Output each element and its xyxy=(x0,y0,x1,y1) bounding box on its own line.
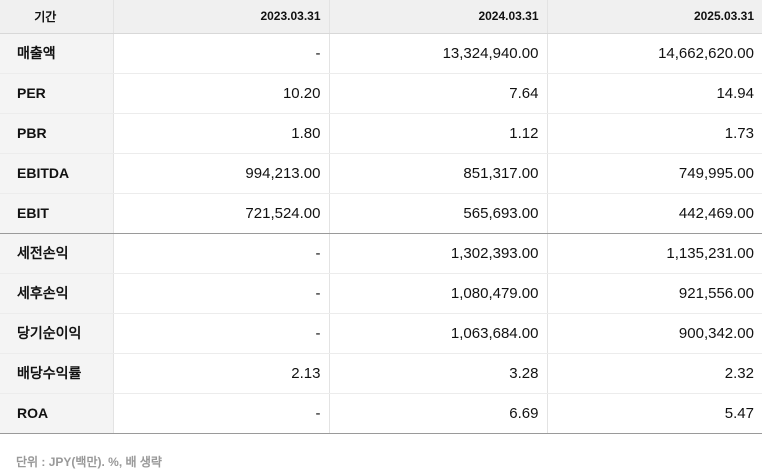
table-cell: 442,469.00 xyxy=(546,193,762,234)
table-row-per: PER 10.20 7.64 14.94 xyxy=(0,73,762,114)
table-row-pretax-income: 세전손익 - 1,302,393.00 1,135,231.00 xyxy=(0,233,762,274)
header-row: 기간 2023.03.31 2024.03.31 2025.03.31 xyxy=(0,0,762,34)
table-cell: 749,995.00 xyxy=(546,153,762,194)
row-label: 세후손익 xyxy=(0,273,113,314)
table-cell: 1,080,479.00 xyxy=(328,273,547,314)
table-cell: 14.94 xyxy=(546,73,762,114)
table-cell: 2.32 xyxy=(546,353,762,394)
table-cell: 7.64 xyxy=(328,73,547,114)
table-cell: - xyxy=(112,33,329,74)
table-row-aftertax-income: 세후손익 - 1,080,479.00 921,556.00 xyxy=(0,273,762,314)
table-row-pbr: PBR 1.80 1.12 1.73 xyxy=(0,113,762,154)
table-cell: 2.13 xyxy=(112,353,329,394)
table-cell: - xyxy=(112,313,329,354)
table-cell: 900,342.00 xyxy=(546,313,762,354)
table-cell: 921,556.00 xyxy=(546,273,762,314)
table-cell: 1,063,684.00 xyxy=(328,313,547,354)
table-row-roa: ROA - 6.69 5.47 xyxy=(0,393,762,434)
row-label: 세전손익 xyxy=(0,233,113,274)
unit-footnote: 단위 : JPY(백만). %, 배 생략 xyxy=(16,454,162,469)
row-label: 당기순이익 xyxy=(0,313,113,354)
table-cell: 6.69 xyxy=(328,393,547,434)
table-cell: 1,135,231.00 xyxy=(546,233,762,274)
table-row-ebitda: EBITDA 994,213.00 851,317.00 749,995.00 xyxy=(0,153,762,194)
row-label: PER xyxy=(0,73,113,114)
table-cell: 1.73 xyxy=(546,113,762,154)
period-column-header: 2023.03.31 xyxy=(112,0,329,34)
row-label: 배당수익률 xyxy=(0,353,113,394)
table-cell: 851,317.00 xyxy=(328,153,547,194)
period-header-label: 기간 xyxy=(0,0,113,34)
table-cell: 5.47 xyxy=(546,393,762,434)
table-cell: 721,524.00 xyxy=(112,193,329,234)
table-row-revenue: 매출액 - 13,324,940.00 14,662,620.00 xyxy=(0,33,762,74)
financial-summary-table: 기간 2023.03.31 2024.03.31 2025.03.31 매출액 … xyxy=(0,0,762,434)
table-cell: - xyxy=(112,393,329,434)
table-cell: 565,693.00 xyxy=(328,193,547,234)
row-label: EBITDA xyxy=(0,153,113,194)
table-cell: 3.28 xyxy=(328,353,547,394)
period-column-header: 2024.03.31 xyxy=(328,0,547,34)
table-row-ebit: EBIT 721,524.00 565,693.00 442,469.00 xyxy=(0,193,762,234)
table-cell: 1,302,393.00 xyxy=(328,233,547,274)
table-cell: 14,662,620.00 xyxy=(546,33,762,74)
row-label: EBIT xyxy=(0,193,113,234)
table-cell: 10.20 xyxy=(112,73,329,114)
table-cell: - xyxy=(112,273,329,314)
row-label: PBR xyxy=(0,113,113,154)
table-cell: 13,324,940.00 xyxy=(328,33,547,74)
row-label: ROA xyxy=(0,393,113,434)
table-cell: - xyxy=(112,233,329,274)
table-cell: 994,213.00 xyxy=(112,153,329,194)
table-row-dividend-yield: 배당수익률 2.13 3.28 2.32 xyxy=(0,353,762,394)
period-column-header: 2025.03.31 xyxy=(546,0,762,34)
table-cell: 1.80 xyxy=(112,113,329,154)
table-cell: 1.12 xyxy=(328,113,547,154)
table-row-net-income: 당기순이익 - 1,063,684.00 900,342.00 xyxy=(0,313,762,354)
row-label: 매출액 xyxy=(0,33,113,74)
